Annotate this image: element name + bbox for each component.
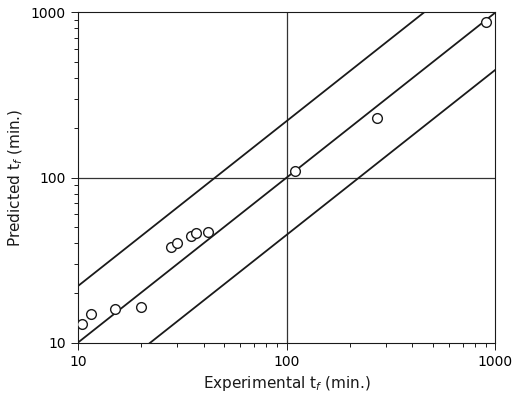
Point: [482, 19, 490, 26]
Y-axis label: Predicted t$_f$ (min.): Predicted t$_f$ (min.): [7, 108, 25, 247]
Point: [78, 321, 86, 327]
Point: [204, 228, 212, 235]
Point: [187, 233, 196, 240]
Point: [173, 240, 181, 246]
Point: [291, 168, 300, 174]
Point: [110, 306, 119, 312]
Point: [167, 244, 175, 250]
Point: [192, 230, 201, 236]
Point: [86, 310, 95, 317]
Point: [373, 115, 381, 121]
X-axis label: Experimental t$_f$ (min.): Experimental t$_f$ (min.): [203, 374, 371, 393]
Point: [137, 304, 145, 310]
